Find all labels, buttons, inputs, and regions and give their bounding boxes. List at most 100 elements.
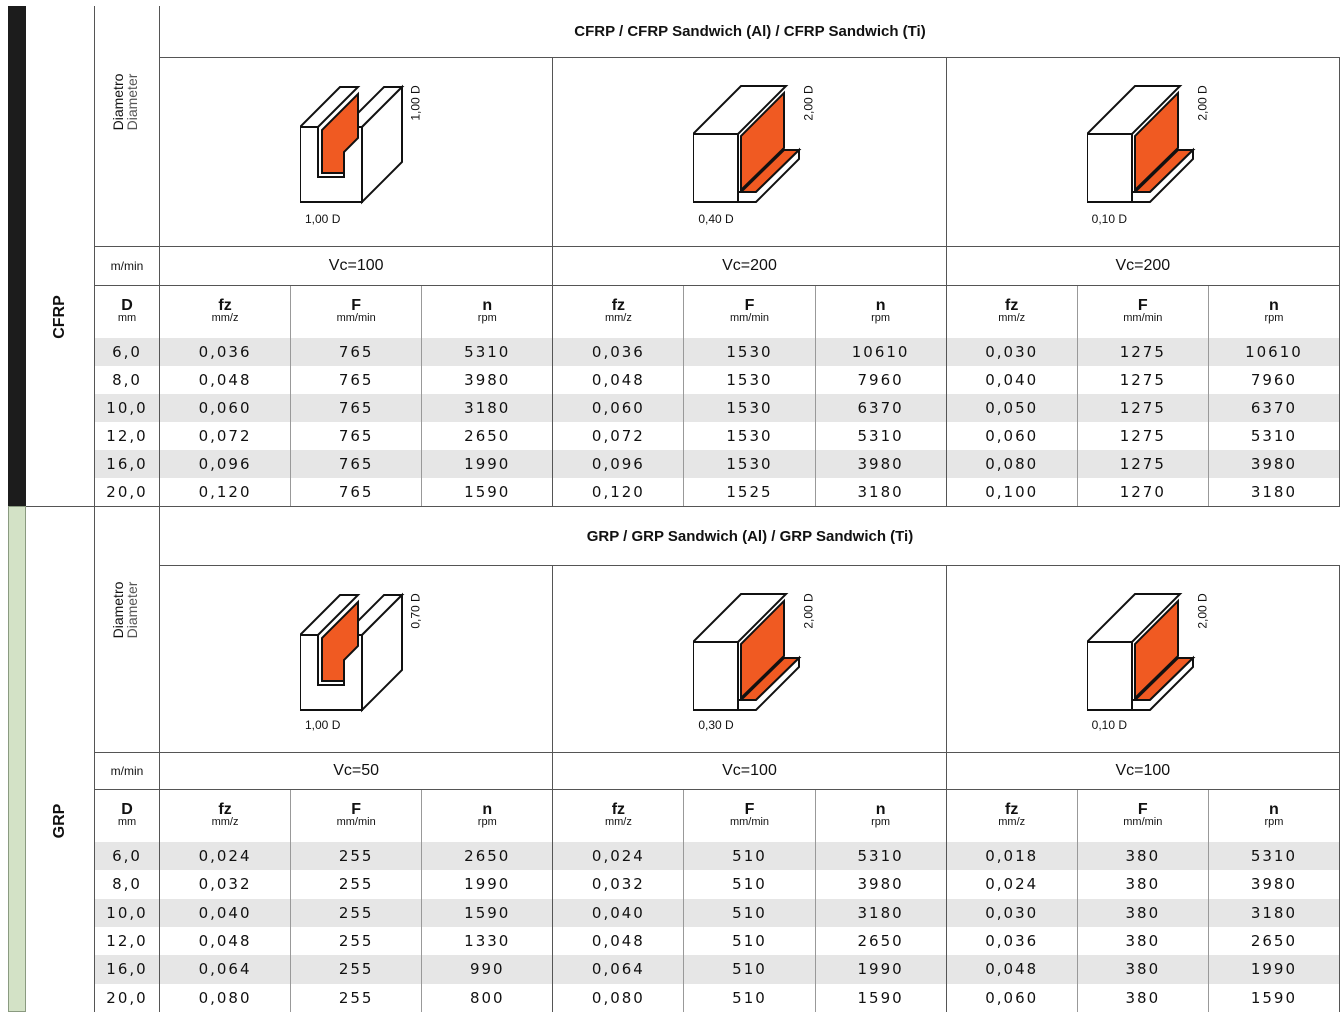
data-cell: 0,060 bbox=[947, 422, 1078, 450]
data-cell: 255 bbox=[291, 926, 423, 956]
col-name: n bbox=[1269, 297, 1279, 314]
unit-label: m/min bbox=[95, 752, 160, 790]
col-unit: mm/min bbox=[729, 312, 770, 324]
diagram-height: 1,00 D bbox=[408, 85, 423, 121]
row-bg bbox=[95, 926, 1340, 956]
data-cell: 0,036 bbox=[553, 338, 685, 366]
section-title: CFRP / CFRP Sandwich (Al) / CFRP Sandwic… bbox=[160, 6, 1340, 58]
section-label-cell bbox=[26, 506, 95, 1012]
row-bg bbox=[95, 450, 1340, 478]
col-name: n bbox=[875, 801, 886, 818]
data-cell: 1525 bbox=[684, 478, 816, 506]
col-name: fz bbox=[1005, 801, 1019, 818]
col-name: F bbox=[351, 297, 362, 314]
diameter-it: Diametro bbox=[110, 581, 126, 639]
data-cell: 1990 bbox=[422, 450, 554, 478]
data-cell: 8,0 bbox=[95, 870, 160, 899]
row-bg bbox=[95, 870, 1340, 899]
data-cell: 10,0 bbox=[95, 394, 160, 422]
col-header: fz mm/z bbox=[553, 790, 685, 842]
diagram-height: 0,70 D bbox=[408, 593, 423, 629]
data-cell: 1275 bbox=[1078, 450, 1209, 478]
col-header: fz mm/z bbox=[947, 286, 1078, 338]
data-cell: 0,060 bbox=[553, 394, 685, 422]
data-cell: 0,032 bbox=[160, 870, 292, 899]
col-name: n bbox=[875, 297, 886, 314]
data-cell: 1530 bbox=[684, 394, 816, 422]
data-cell: 0,036 bbox=[947, 926, 1078, 956]
data-cell: 1590 bbox=[422, 478, 554, 506]
data-cell: 510 bbox=[684, 870, 816, 899]
col-name: fz bbox=[218, 801, 232, 818]
data-cell: 0,030 bbox=[947, 898, 1078, 927]
diagram bbox=[300, 84, 405, 205]
data-cell: 1590 bbox=[816, 983, 947, 1012]
col-header: n rpm bbox=[816, 790, 947, 842]
data-cell: 20,0 bbox=[95, 983, 160, 1012]
row-bg bbox=[95, 478, 1340, 506]
diagram-cell: 0,10 D 2,00 D bbox=[947, 58, 1340, 246]
data-cell: 0,040 bbox=[553, 898, 685, 927]
section-bar bbox=[8, 6, 26, 506]
col-unit: rpm bbox=[1264, 816, 1284, 828]
data-cell: 765 bbox=[291, 450, 423, 478]
col-name: n bbox=[482, 801, 493, 818]
data-cell: 990 bbox=[422, 955, 554, 984]
data-cell: 1590 bbox=[1209, 983, 1340, 1012]
vc: Vc=200 bbox=[946, 246, 1340, 286]
col-name: n bbox=[1269, 801, 1279, 818]
unit-label: m/min bbox=[95, 246, 160, 286]
section-title: GRP / GRP Sandwich (Al) / GRP Sandwich (… bbox=[160, 506, 1340, 566]
diameter-label: Diametro Diameter bbox=[110, 47, 140, 157]
d-name: D bbox=[121, 801, 133, 818]
col-header: n rpm bbox=[422, 790, 554, 842]
data-cell: 255 bbox=[291, 842, 423, 871]
data-cell: 16,0 bbox=[95, 955, 160, 984]
diagram bbox=[693, 593, 802, 711]
row-bg bbox=[95, 366, 1340, 394]
col-header: fz mm/z bbox=[160, 790, 292, 842]
data-cell: 380 bbox=[1078, 955, 1209, 984]
diagram-width: 0,10 D bbox=[1091, 212, 1128, 226]
row-bg bbox=[95, 955, 1340, 984]
data-cell: 20,0 bbox=[95, 478, 160, 506]
data-cell: 380 bbox=[1078, 898, 1209, 927]
data-cell: 0,072 bbox=[553, 422, 685, 450]
col-name: F bbox=[744, 297, 755, 314]
data-cell: 0,048 bbox=[160, 926, 292, 956]
diagram-cell: 1,00 D 0,70 D bbox=[160, 566, 554, 752]
data-cell: 3180 bbox=[1209, 478, 1340, 506]
data-cell: 0,120 bbox=[553, 478, 685, 506]
col-unit: mm/z bbox=[604, 312, 632, 324]
vc: Vc=100 bbox=[160, 246, 554, 286]
row-bg bbox=[95, 394, 1340, 422]
col-unit: rpm bbox=[871, 816, 891, 828]
data-cell: 380 bbox=[1078, 870, 1209, 899]
data-cell: 3980 bbox=[1209, 870, 1340, 899]
section-label: CFRP bbox=[51, 295, 68, 339]
data-cell: 765 bbox=[291, 422, 423, 450]
diagram bbox=[300, 592, 405, 713]
diagram-height: 2,00 D bbox=[802, 85, 817, 121]
diameter-en: Diameter bbox=[124, 581, 140, 639]
data-cell: 3980 bbox=[1209, 450, 1340, 478]
data-cell: 0,100 bbox=[947, 478, 1078, 506]
data-cell: 0,060 bbox=[947, 983, 1078, 1012]
diameter-cell bbox=[95, 506, 160, 752]
col-unit: mm/z bbox=[211, 816, 239, 828]
data-cell: 1275 bbox=[1078, 366, 1209, 394]
data-cell: 255 bbox=[291, 955, 423, 984]
col-name: fz bbox=[611, 801, 626, 818]
diagram bbox=[693, 85, 802, 203]
data-cell: 510 bbox=[684, 842, 816, 871]
data-cell: 3980 bbox=[816, 870, 947, 899]
data-cell: 0,040 bbox=[160, 898, 292, 927]
data-cell: 7960 bbox=[1209, 366, 1340, 394]
data-cell: 3180 bbox=[816, 478, 947, 506]
section-bar bbox=[8, 506, 26, 1012]
